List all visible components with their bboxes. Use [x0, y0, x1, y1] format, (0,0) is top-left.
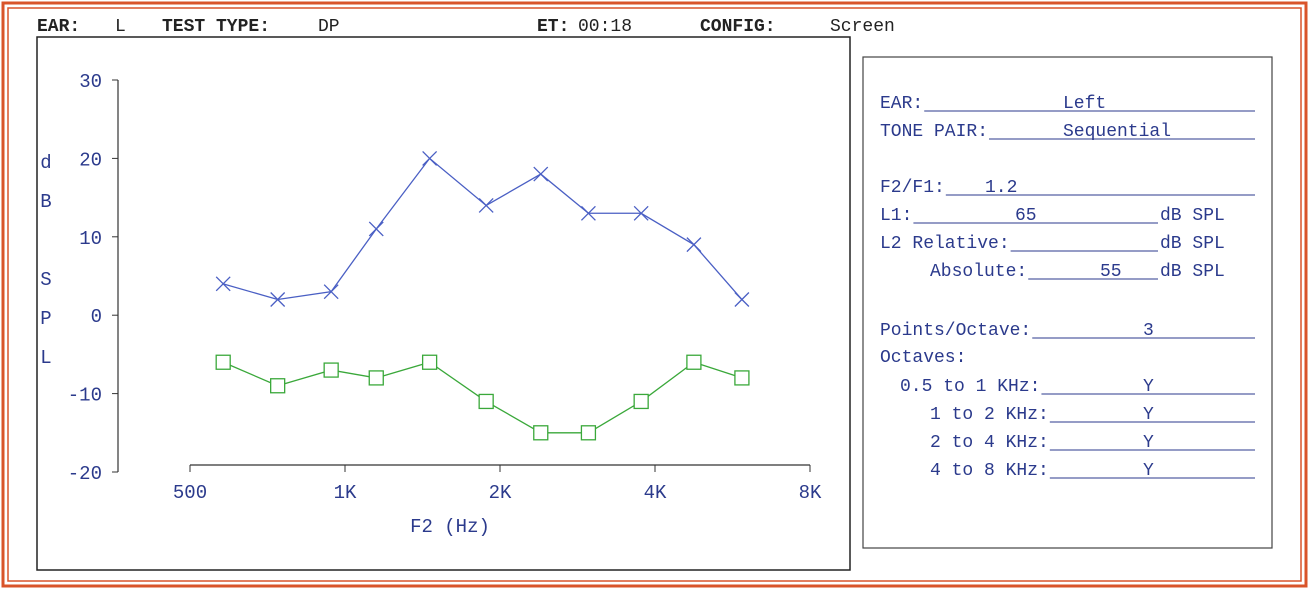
field-value: Y	[1143, 377, 1154, 397]
x-marker	[533, 166, 549, 182]
x-tick-label: 500	[173, 482, 207, 504]
header-value: L	[115, 17, 126, 37]
field-value: Sequential	[1063, 122, 1171, 142]
square-marker	[734, 370, 750, 386]
x-tick-label: 8K	[799, 482, 822, 504]
x-tick-label: 1K	[334, 482, 357, 504]
x-tick-label: 4K	[644, 482, 667, 504]
field-label: Octaves:	[880, 348, 966, 368]
series-line	[223, 157, 743, 301]
y-tick-label: 20	[79, 149, 102, 171]
field-value: Y	[1143, 461, 1154, 481]
x-marker	[686, 237, 702, 253]
y-tick-label: -10	[68, 385, 102, 407]
field-value: 65	[1015, 206, 1037, 226]
x-marker	[270, 292, 286, 307]
field-value: Y	[1143, 405, 1154, 425]
chart-frame	[36, 36, 851, 571]
square-marker	[421, 354, 438, 370]
field-value: Y	[1143, 433, 1154, 453]
field-label: 0.5 to 1 KHz:	[900, 377, 1040, 397]
y-tick-label: 0	[91, 306, 102, 328]
header-label: ET:	[537, 17, 569, 37]
square-marker	[368, 370, 384, 386]
inner-border	[7, 7, 1302, 582]
x-tick-label: 2K	[489, 482, 512, 504]
x-marker	[734, 292, 750, 307]
field-value: 3	[1143, 321, 1154, 341]
field-label: TONE PAIR:	[880, 122, 988, 142]
field-label: L1:	[880, 206, 912, 226]
x-marker	[368, 221, 384, 237]
field-label: L2 Relative:	[880, 234, 1010, 254]
x-marker	[323, 284, 339, 300]
field-label: Points/Octave:	[880, 321, 1031, 341]
y-tick-label: -20	[68, 463, 102, 485]
square-marker	[533, 425, 549, 441]
header-value: Screen	[830, 17, 895, 37]
square-marker	[323, 362, 339, 378]
settings-panel	[862, 56, 1273, 549]
field-label: 4 to 8 KHz:	[930, 461, 1049, 481]
square-marker	[215, 354, 231, 370]
x-marker	[478, 197, 494, 213]
header-value: DP	[318, 17, 340, 37]
field-value: 1.2	[985, 178, 1017, 198]
header-label: TEST TYPE:	[162, 17, 270, 37]
field-unit: dB SPL	[1160, 206, 1225, 226]
field-value: Left	[1063, 94, 1106, 114]
field-label: 1 to 2 KHz:	[930, 405, 1049, 425]
field-unit: dB SPL	[1160, 234, 1225, 254]
y-tick-label: 30	[79, 71, 102, 93]
field-label: 2 to 4 KHz:	[930, 433, 1049, 453]
header-label: CONFIG:	[700, 17, 776, 37]
square-marker	[478, 393, 494, 410]
field-label: Absolute:	[930, 262, 1027, 282]
square-marker	[580, 425, 597, 441]
x-marker	[215, 276, 231, 292]
header-label: EAR:	[37, 17, 80, 37]
field-label: F2/F1:	[880, 178, 945, 198]
field-value: 55	[1100, 262, 1122, 282]
x-marker	[633, 205, 649, 221]
x-marker	[580, 205, 596, 221]
y-axis-label: dB SPL	[35, 152, 57, 386]
x-marker	[422, 150, 438, 166]
x-axis-label: F2 (Hz)	[410, 516, 490, 538]
square-marker	[633, 393, 649, 410]
y-tick-label: 10	[79, 228, 102, 250]
square-marker	[270, 378, 286, 394]
field-unit: dB SPL	[1160, 262, 1225, 282]
square-marker	[686, 354, 702, 370]
field-label: EAR:	[880, 94, 923, 114]
header-value: 00:18	[578, 17, 632, 37]
